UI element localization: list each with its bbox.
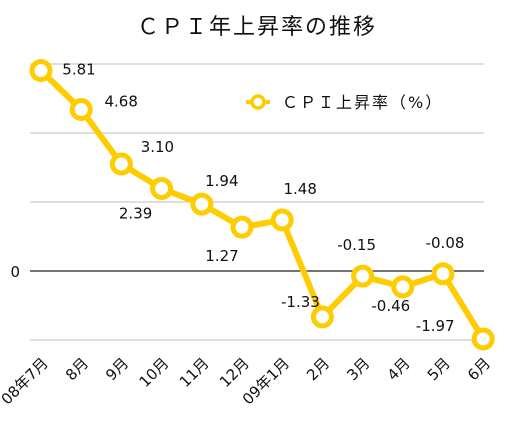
legend-label: ＣＰＩ上昇率（%） [282, 93, 443, 112]
data-point [471, 327, 495, 351]
data-label: 3.10 [141, 138, 174, 156]
data-label: 1.94 [205, 172, 238, 190]
grid-lines [30, 63, 484, 341]
legend-marker [250, 94, 266, 110]
data-point [29, 59, 53, 83]
series-cpi [29, 59, 495, 351]
data-point [109, 152, 133, 176]
data-point [310, 305, 334, 329]
x-tick-label: 3月 [343, 354, 373, 384]
x-tick-label: 5月 [424, 354, 454, 384]
data-label: 1.27 [205, 247, 238, 265]
data-label: -0.46 [371, 297, 410, 315]
data-point [391, 275, 415, 299]
data-label: 5.81 [62, 61, 95, 79]
data-point [150, 177, 174, 201]
data-point [69, 98, 93, 122]
x-tick-label: 8月 [62, 354, 92, 384]
data-labels: 5.81 4.68 3.10 2.39 1.94 1.27 1.48 -1.33 -0.15 -0… [62, 61, 464, 335]
data-label: 4.68 [104, 93, 137, 111]
x-tick-label: 10月 [136, 354, 173, 391]
data-label: -1.33 [281, 293, 320, 311]
data-point [431, 262, 455, 286]
x-tick-label: 12月 [216, 354, 253, 391]
x-tick-label: 2月 [303, 354, 333, 384]
data-label: 1.48 [283, 180, 316, 198]
data-point [351, 264, 375, 288]
data-point [270, 208, 294, 232]
legend: ＣＰＩ上昇率（%） [246, 93, 443, 112]
data-label: -1.97 [416, 317, 455, 335]
data-point [190, 192, 214, 216]
x-tick-label: 08年7月 [0, 354, 52, 408]
y-axis: 0 [10, 263, 484, 281]
data-label: 2.39 [119, 205, 152, 223]
data-label: -0.15 [337, 236, 376, 254]
x-tick-label: 4月 [384, 354, 414, 384]
x-tick-label: 9月 [102, 354, 132, 384]
data-point [230, 215, 254, 239]
y-tick-label: 0 [10, 263, 20, 281]
chart-title: ＣＰＩ年上昇率の推移 [137, 15, 377, 40]
x-tick-label: 6月 [464, 354, 494, 384]
x-tick-label: 11月 [176, 354, 213, 391]
data-label: -0.08 [426, 234, 465, 252]
